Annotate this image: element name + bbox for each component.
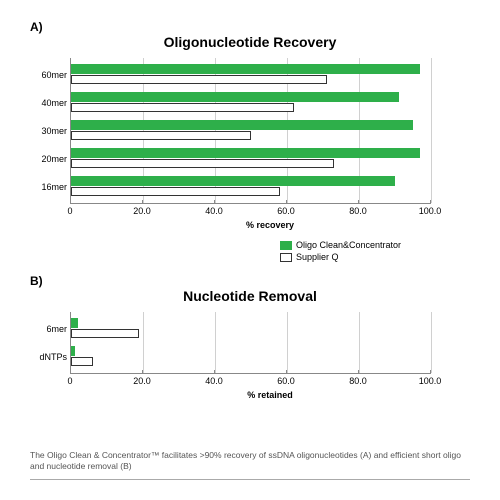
bar-row: 30mer: [71, 120, 430, 142]
grid-line: [431, 312, 432, 373]
bar-series-secondary: [71, 103, 294, 112]
category-label: 20mer: [29, 154, 67, 164]
x-tick-label: 60.0: [277, 376, 295, 386]
x-tick-label: 100.0: [419, 206, 442, 216]
legend-swatch-green: [280, 241, 292, 250]
panel-b-plot: 6mer dNTPs: [70, 312, 430, 374]
x-tick-mark: [70, 370, 71, 374]
bar-series-primary: [71, 346, 75, 356]
bar-series-secondary: [71, 159, 334, 168]
figure-container: A) Oligonucleotide Recovery 60mer 40mer 30…: [0, 0, 500, 410]
panel-a-label: A): [30, 20, 470, 34]
grid-line: [431, 58, 432, 203]
legend-swatch-outline: [280, 253, 292, 262]
panel-b-chart: 6mer dNTPs 0 20.0 40.0 60.0 80.0 100.0 % retai…: [70, 312, 470, 400]
x-tick-label: 40.0: [205, 206, 223, 216]
x-tick-label: 20.0: [133, 376, 151, 386]
panel-a-plot: 60mer 40mer 30mer 20mer 16mer: [70, 58, 430, 204]
bar-row: 20mer: [71, 148, 430, 170]
bar-series-secondary: [71, 357, 93, 366]
x-tick-mark: [142, 370, 143, 374]
bar-series-primary: [71, 92, 399, 102]
bar-series-primary: [71, 148, 420, 158]
x-tick-mark: [286, 200, 287, 204]
panel-b-title: Nucleotide Removal: [30, 288, 470, 304]
panel-a: A) Oligonucleotide Recovery 60mer 40mer 30…: [30, 20, 470, 230]
x-tick-mark: [430, 200, 431, 204]
x-tick-label: 100.0: [419, 376, 442, 386]
x-tick-mark: [214, 370, 215, 374]
bar-series-secondary: [71, 329, 139, 338]
x-tick-label: 80.0: [349, 206, 367, 216]
legend-label: Supplier Q: [296, 252, 339, 262]
bar-series-secondary: [71, 131, 251, 140]
x-tick-label: 0: [67, 206, 72, 216]
bar-series-primary: [71, 64, 420, 74]
bar-series-primary: [71, 318, 78, 328]
category-label: 40mer: [29, 98, 67, 108]
x-tick-mark: [70, 200, 71, 204]
x-tick-label: 0: [67, 376, 72, 386]
panel-a-xlabel: % recovery: [70, 220, 470, 230]
legend-item: Oligo Clean&Concentrator: [280, 240, 470, 250]
x-tick-label: 60.0: [277, 206, 295, 216]
x-tick-label: 20.0: [133, 206, 151, 216]
x-tick-label: 80.0: [349, 376, 367, 386]
x-tick-mark: [214, 200, 215, 204]
bar-row: 6mer: [71, 318, 430, 340]
bar-row: 16mer: [71, 176, 430, 198]
figure-caption: The Oligo Clean & Concentrator™ facilita…: [0, 450, 500, 472]
panel-b: B) Nucleotide Removal 6mer dNTPs 0 20.0 40.…: [30, 274, 470, 400]
panel-a-chart: 60mer 40mer 30mer 20mer 16mer 0 20.0 40.0 60.0 8…: [70, 58, 470, 230]
panel-a-title: Oligonucleotide Recovery: [30, 34, 470, 50]
category-label: 60mer: [29, 70, 67, 80]
category-label: 16mer: [29, 182, 67, 192]
footer-divider: [30, 479, 470, 480]
category-label: 6mer: [29, 324, 67, 334]
x-tick-label: 40.0: [205, 376, 223, 386]
x-tick-mark: [430, 370, 431, 374]
legend-label: Oligo Clean&Concentrator: [296, 240, 401, 250]
legend-item: Supplier Q: [280, 252, 470, 262]
bar-series-primary: [71, 176, 395, 186]
panel-b-xlabel: % retained: [70, 390, 470, 400]
legend: Oligo Clean&Concentrator Supplier Q: [280, 240, 470, 262]
panel-b-label: B): [30, 274, 470, 288]
panel-b-xaxis: 020.040.060.080.0100.0: [70, 374, 430, 388]
category-label: dNTPs: [29, 352, 67, 362]
bar-row: 40mer: [71, 92, 430, 114]
bar-row: dNTPs: [71, 346, 430, 368]
x-tick-mark: [286, 370, 287, 374]
x-tick-mark: [358, 200, 359, 204]
bar-series-secondary: [71, 187, 280, 196]
x-tick-mark: [358, 370, 359, 374]
bar-series-primary: [71, 120, 413, 130]
category-label: 30mer: [29, 126, 67, 136]
bar-series-secondary: [71, 75, 327, 84]
panel-a-xaxis: 020.040.060.080.0100.0: [70, 204, 430, 218]
x-tick-mark: [142, 200, 143, 204]
bar-row: 60mer: [71, 64, 430, 86]
